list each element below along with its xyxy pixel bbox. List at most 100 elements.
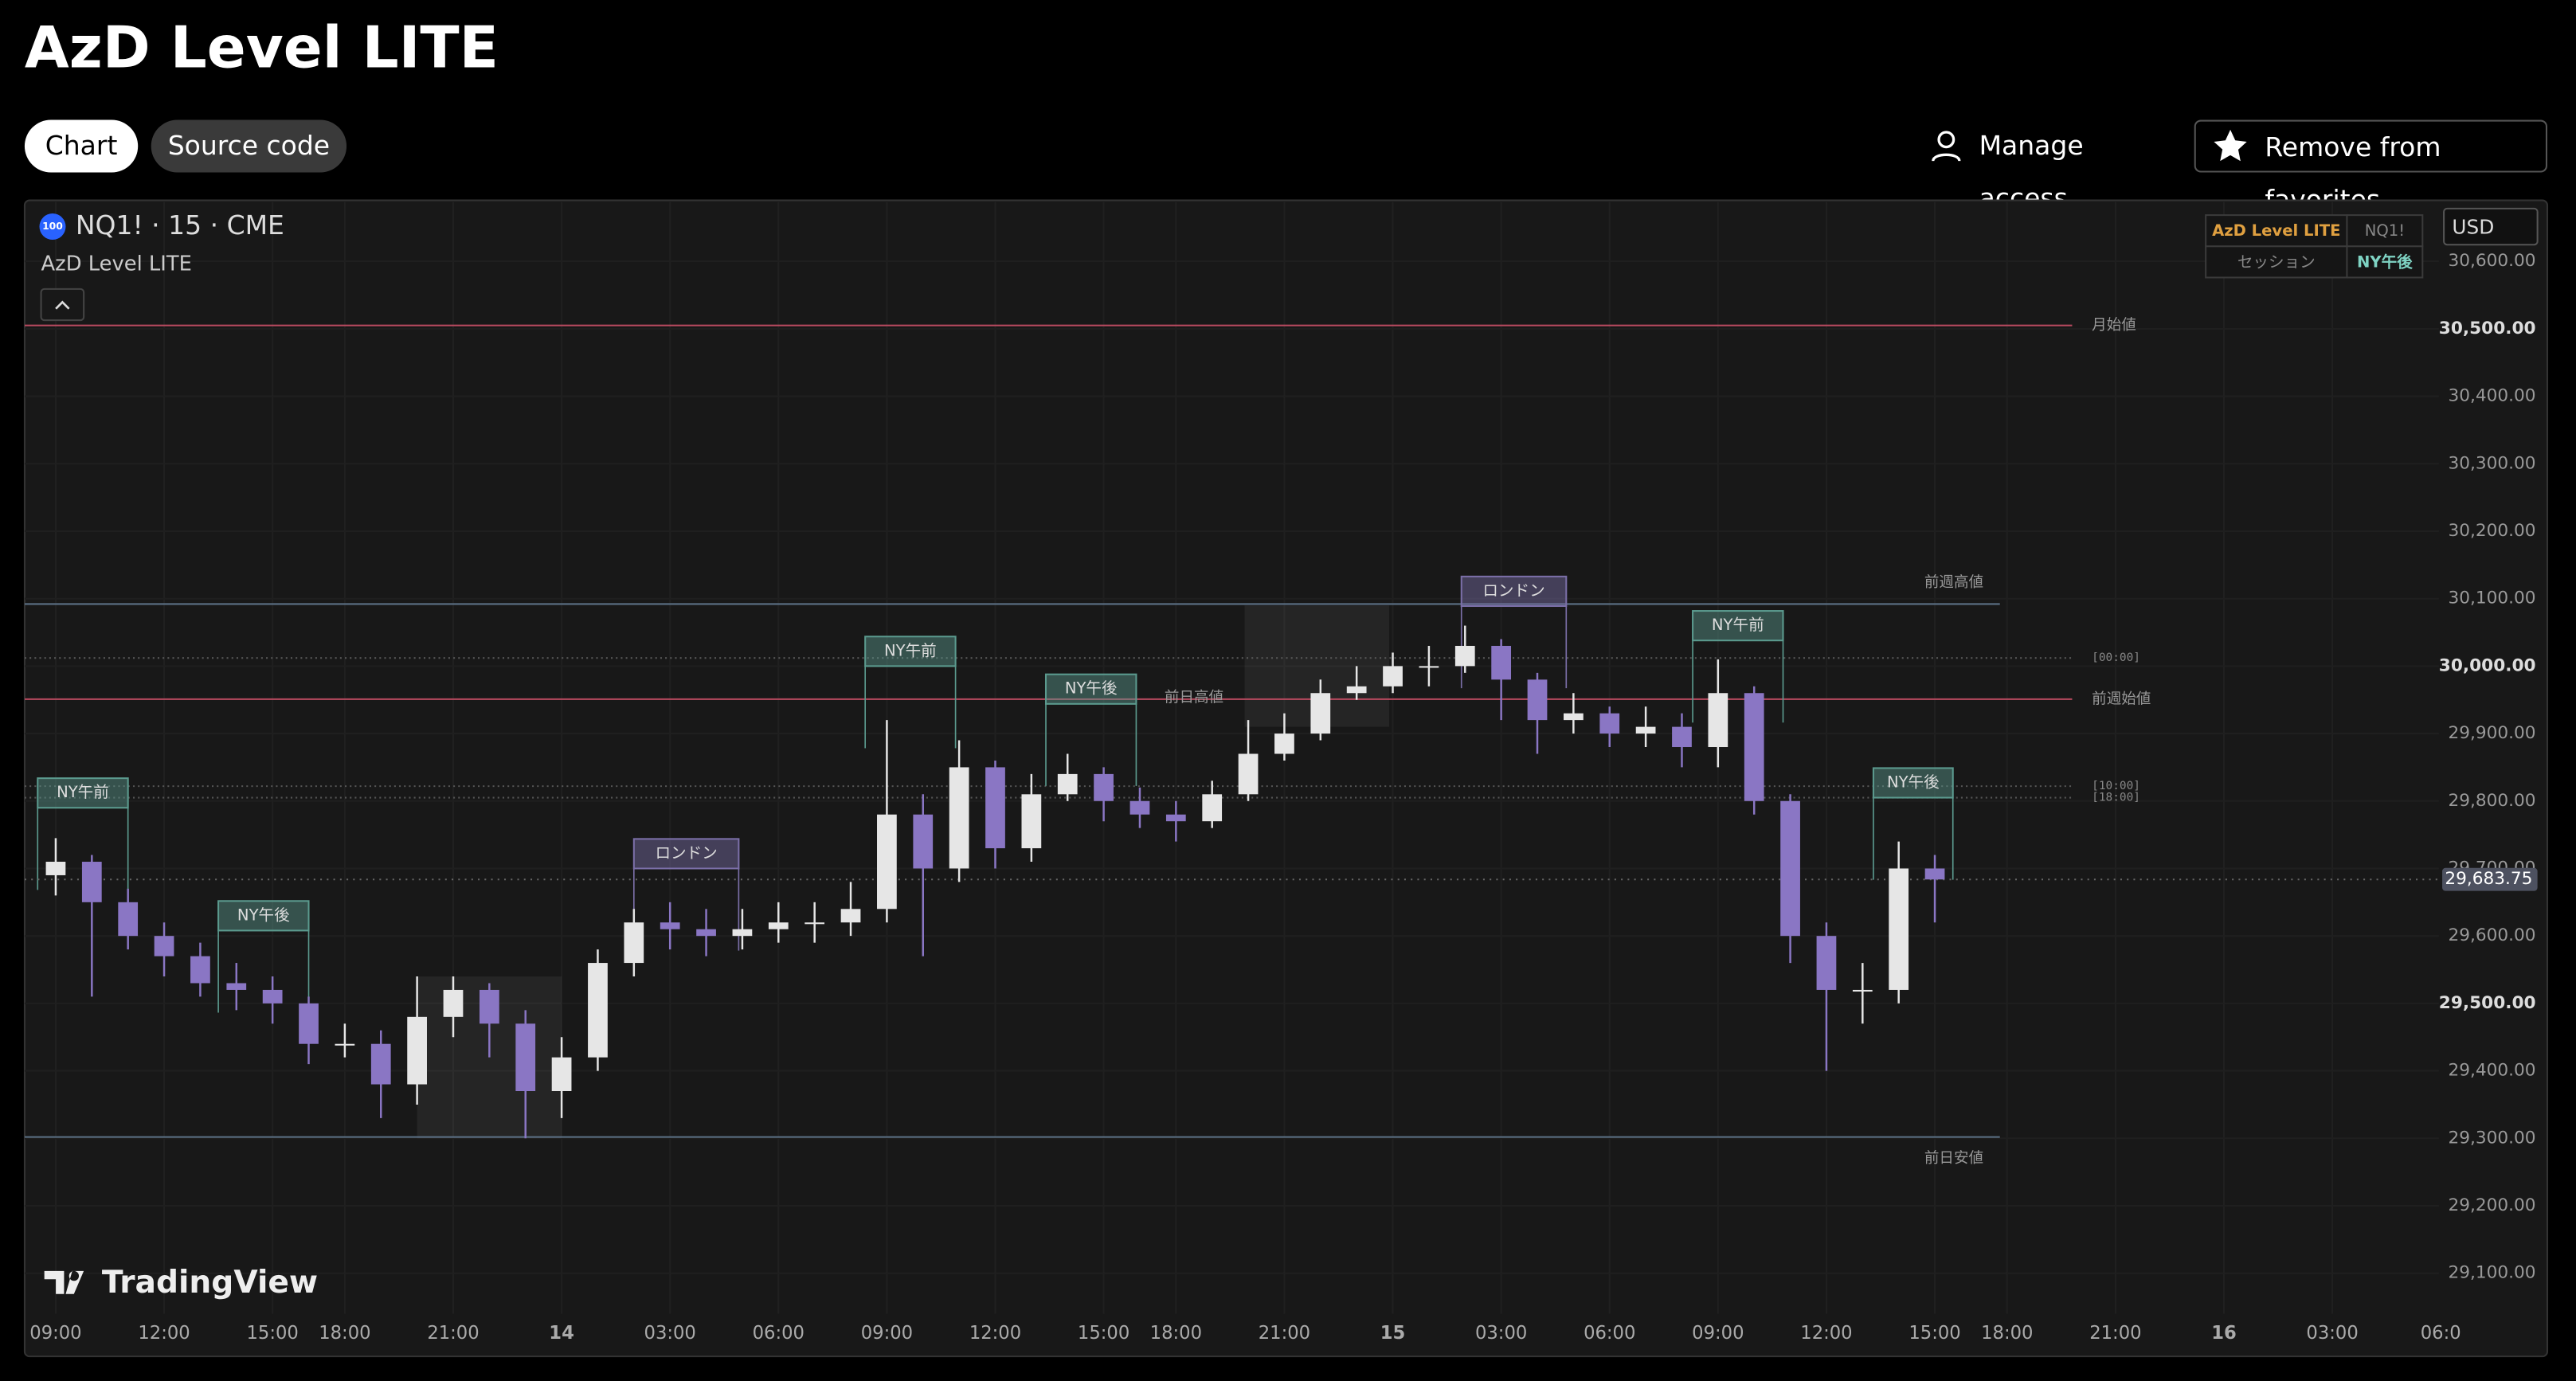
currency-button[interactable]: [2443, 207, 2539, 246]
x-tick-label: 18:00: [1150, 1323, 1202, 1344]
y-tick-label: 29,500.00: [2439, 993, 2536, 1013]
info-cell: [2205, 245, 2348, 279]
y-tick-label: 29,100.00: [2449, 1263, 2536, 1283]
x-tick-label: 15:00: [1078, 1323, 1129, 1344]
candle-body: [768, 922, 789, 929]
candle-body: [624, 922, 644, 964]
x-tick-label: 09:00: [29, 1323, 81, 1344]
session-tag: [632, 838, 740, 870]
candle-body: [1057, 773, 1078, 795]
tab-chart[interactable]: Chart: [24, 119, 139, 173]
symbol-badge: [39, 213, 66, 241]
currency: USD: [2452, 216, 2494, 239]
indicator-name: AzD Level LITE: [41, 252, 192, 276]
candle-body: [335, 1043, 355, 1046]
candle-body: [1599, 713, 1620, 734]
tab-source[interactable]: Source code: [151, 119, 347, 173]
candle-body: [45, 862, 66, 875]
candle-body: [1527, 679, 1548, 721]
candle-body: [1889, 868, 1909, 990]
candle-body: [1852, 989, 1873, 992]
y-tick-label: 30,600.00: [2449, 251, 2536, 271]
y-tick-label: 30,400.00: [2449, 386, 2536, 406]
candle-body: [949, 767, 969, 869]
candle-body: [913, 814, 934, 869]
session-label: ロンドン: [655, 843, 717, 862]
x-tick-label: 03:00: [2306, 1323, 2358, 1344]
candle-body: [1419, 666, 1439, 668]
y-tick-label: 29,300.00: [2449, 1128, 2536, 1148]
info-text: NQ1!: [2365, 221, 2405, 240]
x-tick-label: 15:00: [1909, 1323, 1960, 1344]
candle-body: [1635, 726, 1656, 734]
candle-body: [1383, 666, 1403, 687]
candle-body: [190, 956, 210, 984]
info-text: セッション: [2237, 252, 2316, 271]
y-tick-label: 30,300.00: [2449, 453, 2536, 473]
y-tick-label: 29,400.00: [2449, 1061, 2536, 1081]
session-label: NY午前: [1712, 616, 1764, 634]
last-price-label: 29,683.75: [2445, 869, 2532, 889]
candle-body: [1672, 726, 1692, 748]
candle-body: [515, 1023, 536, 1091]
candle-body: [1238, 753, 1259, 795]
candle-body: [1924, 868, 1945, 880]
info-text: AzD Level LITE: [2212, 221, 2340, 240]
x-tick-label: 15:00: [246, 1323, 298, 1344]
x-tick-label: 12:00: [138, 1323, 190, 1344]
collapse-button[interactable]: [40, 288, 85, 322]
x-tick-label: 12:00: [1800, 1323, 1852, 1344]
x-tick-label: 21:00: [427, 1323, 479, 1344]
candle-body: [1454, 645, 1475, 667]
symbol-badge-text: 100: [42, 221, 63, 232]
candle-body: [443, 989, 464, 1017]
x-tick-label: 06:00: [1584, 1323, 1635, 1344]
candle-body: [805, 922, 825, 925]
y-tick-label: 30,200.00: [2449, 521, 2536, 541]
session-tag: [1044, 673, 1137, 705]
candle-body: [81, 862, 102, 902]
candle-body: [1708, 693, 1728, 748]
x-tick-label: 12:00: [969, 1323, 1021, 1344]
candle-body: [1202, 794, 1223, 822]
session-label: NY午後: [1887, 773, 1940, 791]
annotation: 前日高値: [1165, 689, 1223, 706]
last-price-tag: [2442, 867, 2538, 891]
candle-body: [696, 929, 716, 937]
x-tick-label: 09:00: [861, 1323, 913, 1344]
chart-frame: [23, 199, 2549, 1358]
y-tick-label: 30,500.00: [2439, 319, 2536, 338]
session-tag: [864, 636, 957, 667]
watermark: TradingView: [102, 1265, 318, 1301]
info-text: NY午後: [2357, 252, 2413, 271]
symbol: NQ1! · 15 · CME: [76, 209, 284, 241]
x-tick-label: 06:00: [753, 1323, 805, 1344]
x-tick-label: 14: [549, 1323, 574, 1344]
candle-body: [407, 1016, 427, 1085]
x-tick-label: 06:0: [2421, 1323, 2461, 1344]
candle-body: [1564, 713, 1584, 721]
candle-body: [1165, 814, 1186, 822]
x-tick-label: 21:00: [2089, 1323, 2141, 1344]
y-tick-label: 30,100.00: [2449, 589, 2536, 608]
session-label: ロンドン: [1482, 581, 1544, 600]
candle-body: [732, 929, 753, 937]
session-tag: [1692, 610, 1784, 642]
candle-body: [226, 983, 247, 990]
page-title: AzD Level LITE: [24, 16, 499, 83]
candle-body: [118, 902, 139, 937]
session-label: NY午後: [1065, 679, 1118, 698]
candle-body: [877, 814, 897, 910]
candle-body: [1780, 800, 1800, 937]
tv-logo: [44, 1270, 84, 1294]
level-label: 前週始値: [2092, 690, 2151, 707]
session-label: NY午前: [57, 783, 109, 801]
info-cell: [2346, 245, 2424, 279]
y-tick-label: 30,000.00: [2439, 655, 2536, 675]
candle-body: [840, 909, 861, 923]
info-cell: [2346, 214, 2424, 248]
candle-body: [1310, 693, 1331, 734]
